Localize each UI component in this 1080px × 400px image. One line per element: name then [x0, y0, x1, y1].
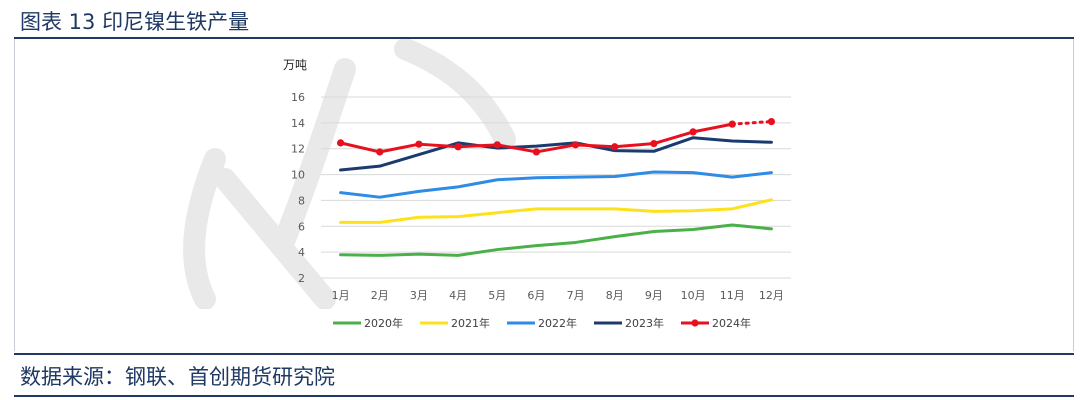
chart-frame: 2 4 6 8 10 12 14 16 万吨 1月 2月 3月 4月 5月 6月 7月 8月 9月 10月 11月 12…	[14, 39, 1074, 351]
x-tick-label: 3月	[410, 289, 428, 302]
y-tick-label: 4	[298, 246, 305, 259]
watermark	[183, 39, 516, 309]
figure-title: 图表 13 印尼镍生铁产量	[20, 10, 250, 34]
legend-label: 2021年	[451, 316, 490, 330]
data-point	[689, 128, 697, 136]
data-point	[767, 117, 776, 126]
source-note: 数据来源：钢联、首创期货研究院	[20, 365, 335, 389]
data-point	[336, 139, 345, 147]
legend-marker	[691, 319, 699, 327]
series-line	[339, 223, 773, 257]
data-point	[650, 139, 658, 148]
source-bar: 数据来源：钢联、首创期货研究院	[14, 353, 1074, 397]
y-tick-label: 2	[298, 272, 305, 285]
y-tick-label: 8	[298, 194, 305, 207]
y-tick-label: 12	[291, 143, 305, 156]
legend-label: 2022年	[538, 316, 577, 330]
x-tick-label: 10月	[681, 289, 706, 302]
x-tick-label: 9月	[645, 289, 663, 302]
x-tick-label: 8月	[606, 289, 624, 302]
legend-label: 2023年	[625, 316, 664, 330]
legend-label: 2024年	[712, 316, 751, 330]
y-tick-label: 14	[291, 117, 305, 130]
series-line	[339, 198, 773, 224]
x-tick-label: 12月	[759, 289, 784, 302]
x-tick-label: 7月	[567, 289, 585, 302]
y-tick-label: 10	[291, 169, 305, 182]
data-point	[532, 148, 541, 156]
line-chart: 2 4 6 8 10 12 14 16 万吨 1月 2月 3月 4月 5月 6月 7月 8月 9月 10月 11月 12…	[283, 58, 791, 330]
data-point	[571, 141, 580, 149]
series-line	[339, 170, 773, 199]
data-point	[376, 148, 384, 156]
legend-label: 2020年	[364, 316, 403, 330]
data-point	[611, 143, 619, 151]
data-point	[415, 140, 423, 148]
x-tick-label: 1月	[332, 289, 350, 302]
x-tick-label: 4月	[449, 289, 467, 302]
data-point	[454, 143, 462, 151]
y-axis-label: 万吨	[283, 58, 307, 72]
y-tick-label: 6	[298, 220, 305, 233]
x-tick-label: 6月	[527, 289, 545, 302]
title-bar: 图表 13 印尼镍生铁产量	[14, 3, 1074, 39]
data-point	[493, 141, 501, 149]
series-line-projected	[730, 120, 773, 126]
series-line	[339, 136, 773, 172]
data-point	[728, 120, 736, 128]
x-tick-label: 2月	[371, 289, 389, 302]
x-tick-label: 11月	[720, 289, 745, 302]
x-tick-label: 5月	[488, 289, 506, 302]
y-tick-label: 16	[291, 91, 305, 104]
series-line	[339, 122, 734, 154]
